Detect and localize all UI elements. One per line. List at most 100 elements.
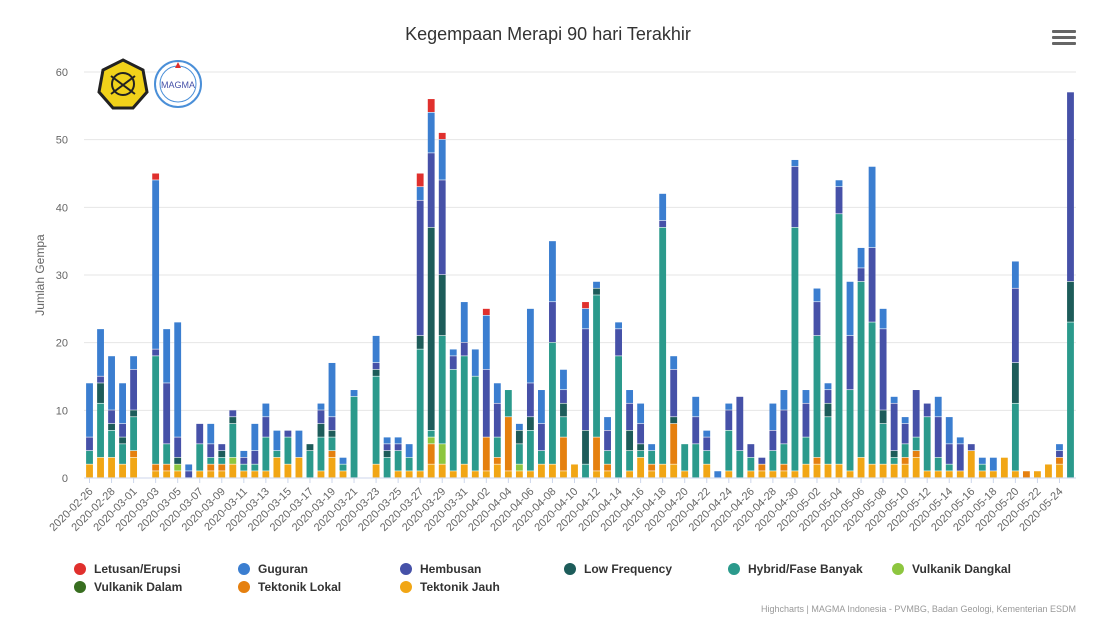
- bar-segment: [218, 450, 226, 458]
- bar-segment: [251, 450, 259, 464]
- bar-segment: [515, 430, 523, 444]
- bar-segment: [207, 464, 215, 471]
- bar-segment: [482, 369, 490, 437]
- bar-segment: [890, 403, 898, 451]
- bar-segment: [196, 444, 204, 471]
- bar-segment: [383, 450, 391, 458]
- bar-segment: [471, 349, 479, 376]
- bar-segment: [956, 437, 964, 444]
- bar-segment: [152, 349, 160, 356]
- bar-segment: [97, 403, 104, 458]
- bar-segment: [901, 464, 909, 478]
- bar-segment: [725, 430, 733, 471]
- bar-segment: [196, 423, 204, 444]
- chart-menu-button[interactable]: [1052, 30, 1076, 50]
- bar-segment: [769, 471, 777, 478]
- bar-segment: [824, 390, 832, 403]
- legend-label: Vulkanik Dangkal: [912, 562, 1011, 576]
- bar-segment: [284, 464, 292, 478]
- bar-segment: [328, 362, 336, 417]
- bar-segment: [1056, 457, 1063, 464]
- bar-segment: [560, 471, 567, 478]
- bar-segment: [549, 241, 556, 302]
- bar-segment: [438, 275, 446, 336]
- bar-segment: [152, 173, 160, 180]
- bar-segment: [1034, 471, 1041, 478]
- bar-segment: [229, 417, 237, 424]
- legend-item[interactable]: Tektonik Lokal: [238, 580, 341, 596]
- bar-segment: [769, 403, 777, 431]
- bar-segment: [593, 288, 600, 295]
- bar-segment: [284, 437, 292, 464]
- legend-symbol: [238, 581, 250, 593]
- bar-segment: [703, 430, 711, 437]
- bar-segment: [582, 464, 589, 478]
- bar-segment: [119, 383, 126, 424]
- bar-segment: [86, 437, 93, 451]
- bar-segment: [934, 471, 942, 478]
- bar-segment: [526, 383, 534, 417]
- bar-segment: [482, 308, 490, 315]
- bar-segment: [747, 444, 755, 458]
- bar-segment: [306, 450, 314, 478]
- bar-segment: [218, 444, 226, 451]
- bar-segment: [229, 410, 237, 417]
- bar-segment: [240, 457, 248, 464]
- bar-segment: [846, 390, 854, 471]
- bar-segment: [306, 444, 314, 451]
- legend-item[interactable]: Hembusan: [400, 562, 481, 578]
- bar-segment: [174, 322, 182, 437]
- bar-segment: [273, 450, 281, 458]
- legend-symbol: [74, 581, 86, 593]
- y-tick-label: 30: [56, 270, 68, 282]
- bar-segment: [912, 390, 920, 437]
- bar-segment: [416, 349, 424, 471]
- bar-segment: [912, 450, 920, 458]
- legend-item[interactable]: Hybrid/Fase Banyak: [728, 562, 863, 578]
- bar-segment: [824, 403, 832, 417]
- bar-segment: [637, 423, 645, 444]
- legend-item[interactable]: Tektonik Jauh: [400, 580, 500, 596]
- bar-segment: [670, 464, 678, 478]
- legend-item[interactable]: Vulkanik Dangkal: [892, 562, 1011, 578]
- bar-segment: [978, 457, 986, 464]
- bar-segment: [218, 471, 226, 478]
- bar-segment: [262, 471, 270, 478]
- bar-segment: [648, 464, 656, 471]
- y-tick-label: 50: [56, 135, 68, 147]
- bar-segment: [152, 180, 160, 349]
- bar-segment: [758, 471, 766, 478]
- bar-segment: [427, 444, 435, 464]
- bar-segment: [1067, 322, 1074, 478]
- bar-segment: [626, 403, 634, 431]
- legend-item[interactable]: Vulkanik Dalam: [74, 580, 182, 596]
- bar-segment: [868, 322, 876, 464]
- chart-credits[interactable]: Highcharts | MAGMA Indonesia - PVMBG, Ba…: [761, 604, 1076, 614]
- bar-segment: [1011, 403, 1019, 471]
- bar-segment: [372, 362, 380, 370]
- bar-segment: [780, 444, 788, 464]
- bar-segment: [1022, 471, 1030, 478]
- bar-segment: [119, 423, 126, 437]
- bar-segment: [1011, 471, 1019, 478]
- bar-segment: [383, 457, 391, 478]
- bar-segment: [945, 444, 953, 464]
- legend-item[interactable]: Low Frequency: [564, 562, 672, 578]
- legend-item[interactable]: Letusan/Erupsi: [74, 562, 181, 578]
- bar-segment: [824, 464, 832, 478]
- bar-segment: [372, 369, 380, 376]
- bar-segment: [174, 471, 182, 478]
- bar-segment: [207, 457, 215, 464]
- bar-segment: [449, 369, 457, 471]
- magma-logo: MAGMA: [154, 60, 202, 108]
- bar-segment: [339, 457, 347, 464]
- legend-item[interactable]: Guguran: [238, 562, 308, 578]
- menu-icon-line: [1052, 42, 1076, 45]
- bar-segment: [97, 457, 104, 478]
- bar-segment: [560, 417, 567, 437]
- bar-segment: [86, 464, 93, 478]
- bar-segment: [240, 471, 248, 478]
- bar-segment: [438, 180, 446, 275]
- bar-segment: [791, 159, 799, 167]
- bar-segment: [813, 288, 821, 302]
